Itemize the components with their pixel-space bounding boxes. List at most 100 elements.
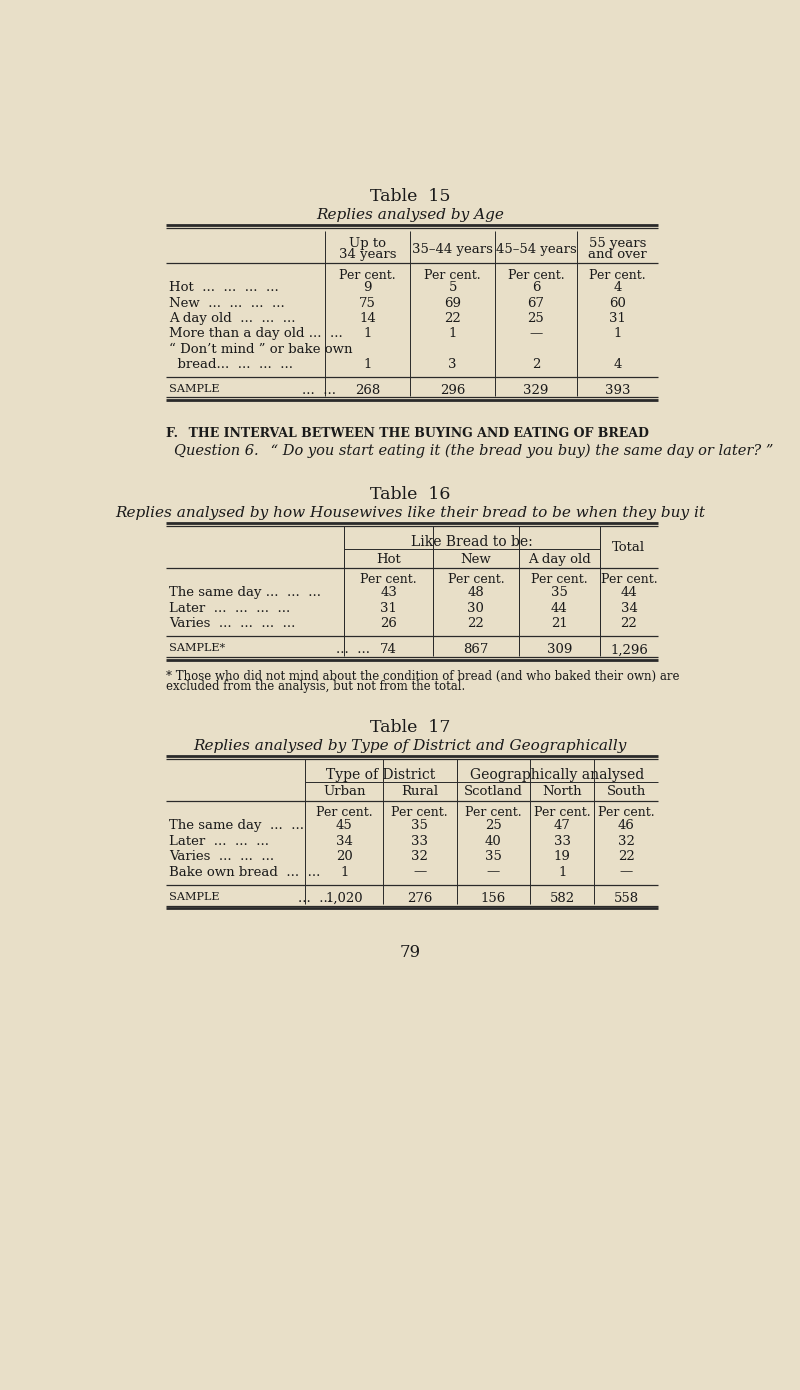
Text: Replies analysed by how Housewives like their bread to be when they buy it: Replies analysed by how Housewives like … [115, 506, 705, 520]
Text: Scotland: Scotland [464, 785, 522, 798]
Text: ...  ...: ... ... [302, 384, 335, 396]
Text: Table  17: Table 17 [370, 719, 450, 735]
Text: Table  16: Table 16 [370, 486, 450, 503]
Text: Replies analysed by Age: Replies analysed by Age [316, 208, 504, 222]
Text: Question 6.  “ Do you start eating it (the bread you buy) the same day or later?: Question 6. “ Do you start eating it (th… [174, 443, 773, 459]
Text: 558: 558 [614, 892, 638, 905]
Text: 67: 67 [527, 296, 545, 310]
Text: 1: 1 [363, 359, 371, 371]
Text: 1,296: 1,296 [610, 644, 648, 656]
Text: New  ...  ...  ...  ...: New ... ... ... ... [169, 296, 285, 310]
Text: 19: 19 [554, 851, 570, 863]
Text: 44: 44 [551, 602, 567, 614]
Text: 79: 79 [399, 944, 421, 960]
Text: 40: 40 [485, 835, 502, 848]
Text: —: — [620, 866, 633, 878]
Text: New: New [461, 553, 491, 566]
Text: Per cent.: Per cent. [508, 268, 564, 282]
Text: The same day  ...  ...: The same day ... ... [169, 819, 304, 833]
Text: 30: 30 [467, 602, 484, 614]
Text: 22: 22 [467, 617, 484, 630]
Text: 25: 25 [485, 819, 502, 833]
Text: 21: 21 [551, 617, 567, 630]
Text: Later  ...  ...  ...: Later ... ... ... [169, 835, 269, 848]
Text: SAMPLE*: SAMPLE* [169, 644, 225, 653]
Text: South: South [606, 785, 646, 798]
Text: 4: 4 [613, 281, 622, 295]
Text: 35: 35 [550, 587, 568, 599]
Text: —: — [530, 327, 542, 341]
Text: 35: 35 [485, 851, 502, 863]
Text: 33: 33 [554, 835, 570, 848]
Text: 44: 44 [621, 587, 638, 599]
Text: 34: 34 [621, 602, 638, 614]
Text: 1: 1 [449, 327, 457, 341]
Text: 33: 33 [411, 835, 428, 848]
Text: ...  ...: ... ... [336, 644, 370, 656]
Text: 60: 60 [609, 296, 626, 310]
Text: 867: 867 [463, 644, 489, 656]
Text: Per cent.: Per cent. [316, 806, 373, 819]
Text: ...  ...: ... ... [298, 892, 332, 905]
Text: 35: 35 [411, 819, 428, 833]
Text: 46: 46 [618, 819, 634, 833]
Text: * Those who did not mind about the condition of bread (and who baked their own) : * Those who did not mind about the condi… [166, 670, 679, 682]
Text: 34 years: 34 years [338, 247, 396, 261]
Text: 34: 34 [336, 835, 353, 848]
Text: Per cent.: Per cent. [339, 268, 396, 282]
Text: 1: 1 [363, 327, 371, 341]
Text: 1,020: 1,020 [326, 892, 363, 905]
Text: 35–44 years: 35–44 years [412, 243, 493, 256]
Text: Per cent.: Per cent. [534, 806, 590, 819]
Text: 1: 1 [340, 866, 348, 878]
Text: A day old  ...  ...  ...: A day old ... ... ... [169, 311, 295, 325]
Text: Hot: Hot [376, 553, 401, 566]
Text: bread...  ...  ...  ...: bread... ... ... ... [169, 359, 293, 371]
Text: Per cent.: Per cent. [531, 573, 587, 587]
Text: 26: 26 [380, 617, 397, 630]
Text: Per cent.: Per cent. [391, 806, 448, 819]
Text: Later  ...  ...  ...  ...: Later ... ... ... ... [169, 602, 290, 614]
Text: 31: 31 [380, 602, 397, 614]
Text: —: — [486, 866, 500, 878]
Text: Total: Total [612, 541, 646, 555]
Text: Varies  ...  ...  ...  ...: Varies ... ... ... ... [169, 617, 295, 630]
Text: 74: 74 [380, 644, 397, 656]
Text: Per cent.: Per cent. [424, 268, 481, 282]
Text: 1: 1 [558, 866, 566, 878]
Text: 55 years: 55 years [589, 238, 646, 250]
Text: SAMPLE: SAMPLE [169, 384, 219, 393]
Text: 582: 582 [550, 892, 575, 905]
Text: The same day ...  ...  ...: The same day ... ... ... [169, 587, 321, 599]
Text: 69: 69 [444, 296, 461, 310]
Text: 329: 329 [523, 384, 549, 396]
Text: Per cent.: Per cent. [601, 573, 658, 587]
Text: North: North [542, 785, 582, 798]
Text: Urban: Urban [323, 785, 366, 798]
Text: 25: 25 [527, 311, 544, 325]
Text: 2: 2 [532, 359, 540, 371]
Text: 47: 47 [554, 819, 570, 833]
Text: Type of District: Type of District [326, 767, 435, 781]
Text: and over: and over [588, 247, 646, 261]
Text: Rural: Rural [401, 785, 438, 798]
Text: 296: 296 [440, 384, 466, 396]
Text: 6: 6 [532, 281, 540, 295]
Text: 45–54 years: 45–54 years [495, 243, 576, 256]
Text: “ Don’t mind ” or bake own: “ Don’t mind ” or bake own [169, 343, 353, 356]
Text: 22: 22 [444, 311, 461, 325]
Text: SAMPLE: SAMPLE [169, 892, 219, 902]
Text: 32: 32 [411, 851, 428, 863]
Text: Table  15: Table 15 [370, 189, 450, 206]
Text: excluded from the analysis, but not from the total.: excluded from the analysis, but not from… [166, 680, 465, 694]
Text: A day old: A day old [528, 553, 590, 566]
Text: Per cent.: Per cent. [360, 573, 417, 587]
Text: 22: 22 [621, 617, 638, 630]
Text: Hot  ...  ...  ...  ...: Hot ... ... ... ... [169, 281, 278, 295]
Text: Per cent.: Per cent. [589, 268, 646, 282]
Text: 45: 45 [336, 819, 353, 833]
Text: 276: 276 [407, 892, 432, 905]
Text: Replies analysed by Type of District and Geographically: Replies analysed by Type of District and… [194, 739, 626, 753]
Text: 1: 1 [613, 327, 622, 341]
Text: 3: 3 [448, 359, 457, 371]
